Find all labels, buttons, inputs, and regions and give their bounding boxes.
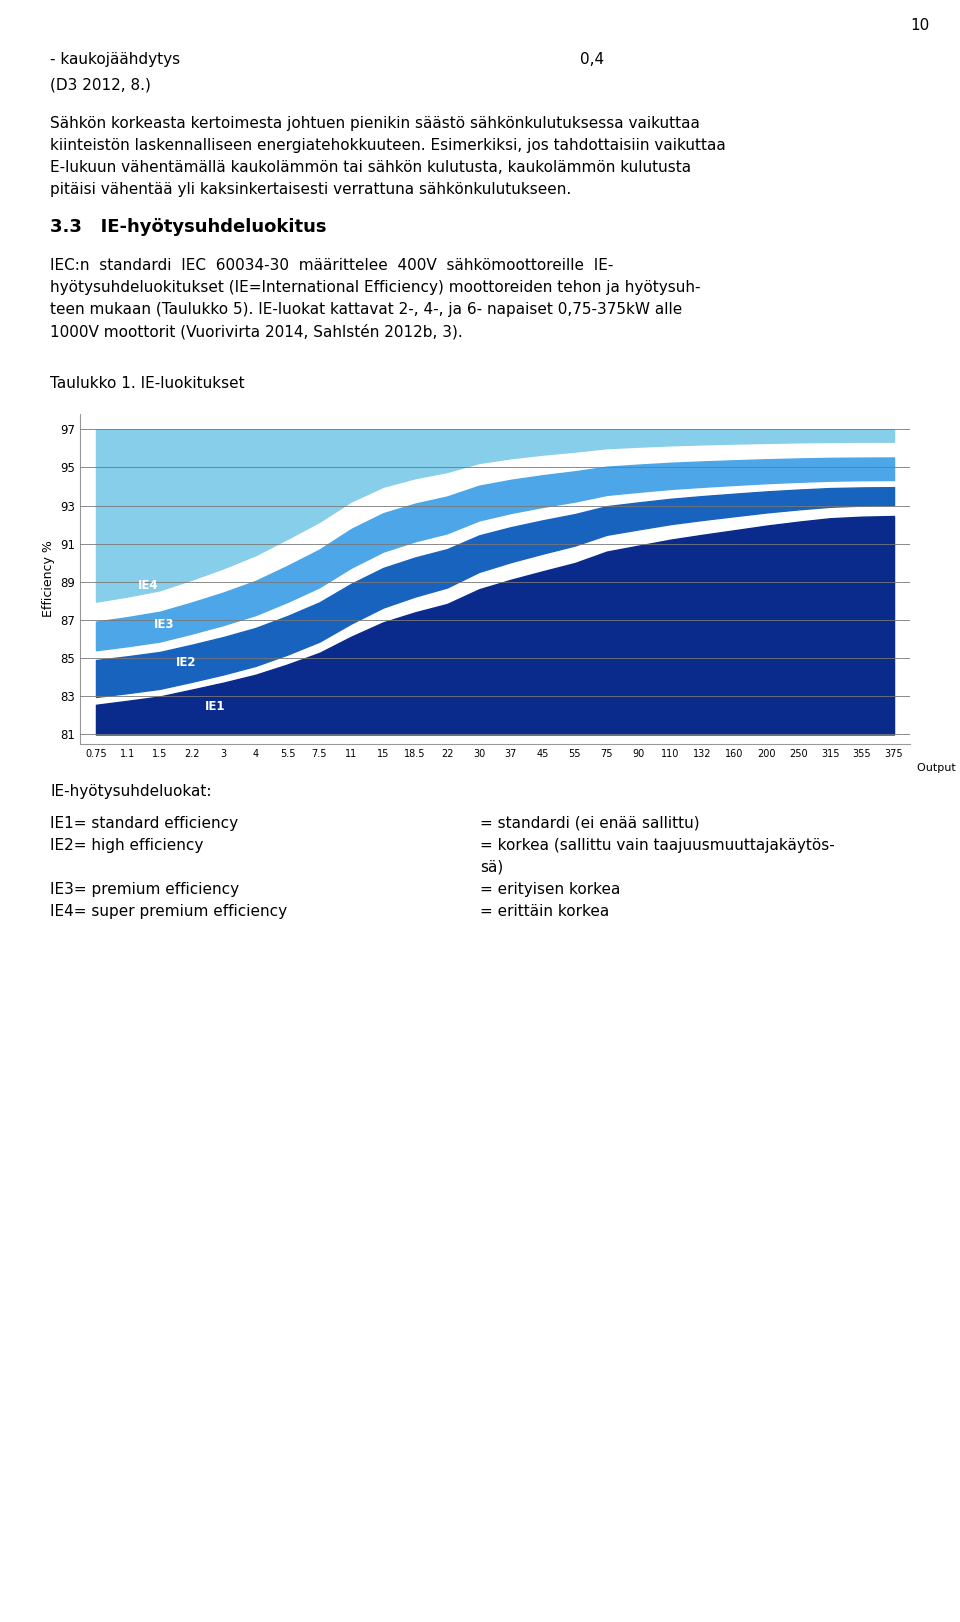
Text: Sähkön korkeasta kertoimesta johtuen pienikin säästö sähkönkulutuksessa vaikutta: Sähkön korkeasta kertoimesta johtuen pie…	[50, 117, 700, 131]
Text: = erityisen korkea: = erityisen korkea	[480, 882, 620, 897]
Text: = erittäin korkea: = erittäin korkea	[480, 903, 610, 920]
Text: hyötysuhdeluokitukset (IE=International Efficiency) moottoreiden tehon ja hyötys: hyötysuhdeluokitukset (IE=International …	[50, 281, 701, 295]
Text: (D3 2012, 8.): (D3 2012, 8.)	[50, 78, 151, 92]
Text: kiinteistön laskennalliseen energiatehokkuuteen. Esimerkiksi, jos tahdottaisiin : kiinteistön laskennalliseen energiatehok…	[50, 138, 726, 152]
Text: = korkea (sallittu vain taajuusmuuttajakäytös-: = korkea (sallittu vain taajuusmuuttajak…	[480, 839, 835, 853]
Text: 10: 10	[910, 18, 929, 32]
Text: 0,4: 0,4	[580, 52, 604, 67]
Text: IE3= premium efficiency: IE3= premium efficiency	[50, 882, 239, 897]
Text: 1000V moottorit (Vuorivirta 2014, Sahlstén 2012b, 3).: 1000V moottorit (Vuorivirta 2014, Sahlst…	[50, 324, 463, 339]
Text: = standardi (ei enää sallittu): = standardi (ei enää sallittu)	[480, 816, 700, 830]
Text: IE4: IE4	[137, 579, 158, 592]
Text: pitäisi vähentää yli kaksinkertaisesti verrattuna sähkönkulutukseen.: pitäisi vähentää yli kaksinkertaisesti v…	[50, 182, 571, 196]
Y-axis label: Efficiency %: Efficiency %	[41, 540, 55, 618]
Text: IE1= standard efficiency: IE1= standard efficiency	[50, 816, 238, 830]
Text: IEC:n  standardi  IEC  60034-30  määrittelee  400V  sähkömoottoreille  IE-: IEC:n standardi IEC 60034-30 määrittelee…	[50, 258, 613, 272]
Text: IE3: IE3	[154, 618, 174, 631]
Text: 3.3   IE-hyötysuhdeluokitus: 3.3 IE-hyötysuhdeluokitus	[50, 217, 326, 235]
Text: - kaukojäähdytys: - kaukojäähdytys	[50, 52, 180, 67]
Text: teen mukaan (Taulukko 5). IE-luokat kattavat 2-, 4-, ja 6- napaiset 0,75-375kW a: teen mukaan (Taulukko 5). IE-luokat katt…	[50, 302, 683, 316]
Text: E-lukuun vähentämällä kaukolämmön tai sähkön kulutusta, kaukolämmön kulutusta: E-lukuun vähentämällä kaukolämmön tai sä…	[50, 161, 691, 175]
Text: Taulukko 1. IE-luokitukset: Taulukko 1. IE-luokitukset	[50, 376, 245, 391]
Text: IE2= high efficiency: IE2= high efficiency	[50, 839, 204, 853]
Text: IE-hyötysuhdeluokat:: IE-hyötysuhdeluokat:	[50, 783, 211, 800]
Text: IE1: IE1	[204, 699, 225, 712]
Text: sä): sä)	[480, 860, 503, 874]
Text: IE4= super premium efficiency: IE4= super premium efficiency	[50, 903, 287, 920]
Text: IE2: IE2	[176, 655, 196, 668]
Text: Output kW: Output kW	[917, 764, 960, 774]
